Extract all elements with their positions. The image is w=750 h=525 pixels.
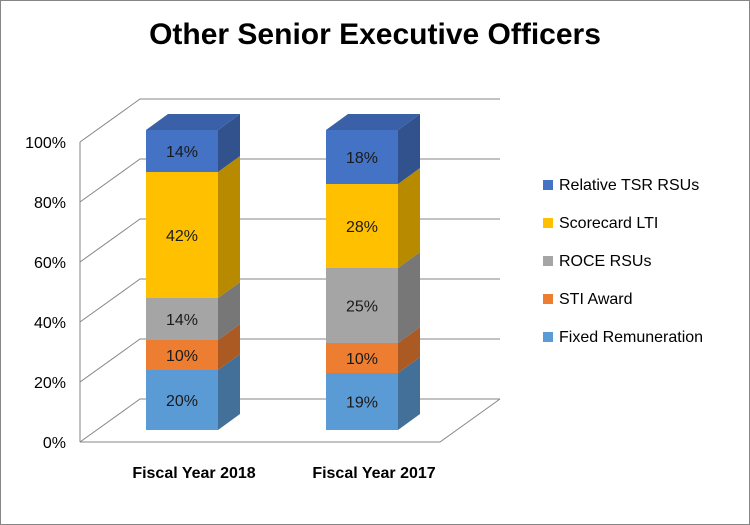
legend-label: STI Award [559,291,633,308]
bars: 20% 10% 14% 42% 14% 19% 10% 25% 28% 18% [146,114,420,430]
bar-side [398,252,420,343]
bar-front [146,340,218,370]
bar-stack-fiscal-year-2018: 20% 10% 14% 42% 14% [146,114,240,430]
chart-walls [79,98,501,443]
bar-front [146,370,218,430]
x-tick-label: Fiscal Year 2017 [312,465,435,482]
y-axis-ticks: 0% 20% 40% 60% 80% 100% [25,135,66,452]
bar-front [146,130,218,172]
data-label: 25% [346,299,378,316]
bar-top [326,114,420,130]
legend-label: ROCE RSUs [559,253,651,270]
legend-item-scorecard-lti: Scorecard LTI [543,215,658,232]
gridline [79,278,500,323]
bar-stack-fiscal-year-2017: 19% 10% 25% 28% 18% [326,114,420,430]
legend-swatch [543,294,553,304]
bar-side [398,327,420,373]
bar-segment-fixed-remuneration: 20% [146,354,240,430]
x-axis-categories: Fiscal Year 2018 Fiscal Year 2017 [132,465,435,482]
y-tick-label: 40% [34,315,66,332]
gridline [79,338,500,383]
y-tick-label: 80% [34,195,66,212]
y-tick-label: 100% [25,135,66,152]
bar-segment-sti-award: 10% [326,327,420,373]
bar-side [398,168,420,268]
bar-segment-relative-tsr-rsus: 18% [326,114,420,184]
data-label: 10% [166,348,198,365]
bar-segment-scorecard-lti: 28% [326,168,420,268]
bar-side [218,324,240,370]
bar-segment-roce-rsus: 25% [326,252,420,343]
legend-item-relative-tsr-rsus: Relative TSR RSUs [543,177,699,194]
legend-swatch [543,332,553,342]
bar-front [146,298,218,340]
legend-label: Scorecard LTI [559,215,658,232]
bar-side [218,354,240,430]
bar-front [326,130,398,184]
bar-top [146,114,240,130]
y-tick-label: 60% [34,255,66,272]
legend-swatch [543,256,553,266]
bar-side [398,114,420,184]
legend-swatch [543,218,553,228]
legend-swatch [543,180,553,190]
bar-side [218,114,240,172]
data-label: 20% [166,393,198,410]
bar-side [218,282,240,340]
data-label: 42% [166,228,198,245]
data-label: 10% [346,351,378,368]
y-tick-label: 20% [34,375,66,392]
data-label: 18% [346,150,378,167]
bar-front [326,268,398,343]
bar-front [326,373,398,430]
floor-edge [80,398,501,443]
legend-item-sti-award: STI Award [543,291,633,308]
legend: Relative TSR RSUs Scorecard LTI ROCE RSUs S… [543,177,703,346]
data-label: 19% [346,395,378,412]
legend-item-roce-rsus: ROCE RSUs [543,253,651,270]
bar-side [218,156,240,298]
y-tick-label: 0% [43,435,66,452]
gridline [79,218,500,263]
gridline [79,98,500,143]
legend-label: Relative TSR RSUs [559,177,699,194]
bar-front [326,184,398,268]
bar-front [326,343,398,373]
bar-segment-roce-rsus: 14% [146,282,240,340]
x-tick-label: Fiscal Year 2018 [132,465,255,482]
data-label: 14% [166,312,198,329]
legend-label: Fixed Remuneration [559,329,703,346]
bar-segment-relative-tsr-rsus: 14% [146,114,240,172]
data-label: 14% [166,144,198,161]
gridline [79,158,500,203]
bar-segment-scorecard-lti: 42% [146,156,240,298]
bar-side [398,357,420,430]
bar-segment-sti-award: 10% [146,324,240,370]
bar-segment-fixed-remuneration: 19% [326,357,420,430]
legend-item-fixed-remuneration: Fixed Remuneration [543,329,703,346]
bar-front [146,172,218,298]
gridline [79,398,500,443]
chart-title: Other Senior Executive Officers [149,18,601,51]
data-label: 28% [346,219,378,236]
